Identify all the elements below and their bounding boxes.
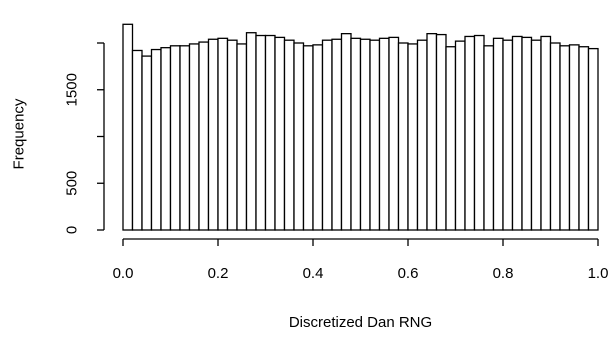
histogram-bar bbox=[426, 33, 438, 231]
histogram-bar bbox=[445, 46, 457, 231]
histogram-bar bbox=[502, 39, 514, 231]
y-tick-label: 500 bbox=[64, 171, 81, 196]
x-axis-label: Discretized Dan RNG bbox=[289, 314, 432, 331]
histogram-bar bbox=[521, 36, 533, 231]
histogram-bar bbox=[511, 35, 523, 231]
histogram-bar bbox=[141, 55, 153, 231]
histogram-bar bbox=[397, 42, 409, 231]
histogram-bar bbox=[150, 48, 162, 231]
y-axis: 0 500 1500 bbox=[64, 42, 105, 234]
histogram-bar bbox=[435, 33, 447, 231]
histogram-bar bbox=[359, 38, 371, 231]
histogram-bar bbox=[293, 42, 305, 231]
histogram-bar bbox=[454, 40, 466, 231]
histogram-bar bbox=[578, 46, 590, 231]
histogram-bar bbox=[255, 34, 267, 231]
x-tick-label: 0.0 bbox=[113, 265, 134, 282]
histogram-bar bbox=[540, 35, 552, 231]
histogram-bar bbox=[559, 45, 571, 231]
histogram-bar bbox=[179, 45, 191, 231]
histogram-bar bbox=[217, 37, 229, 231]
histogram-bar bbox=[198, 41, 210, 231]
histogram-bar bbox=[245, 32, 257, 231]
histogram-bar bbox=[264, 34, 276, 231]
histogram-bar bbox=[369, 39, 381, 231]
histogram-bar bbox=[568, 44, 580, 231]
histogram-bar bbox=[283, 39, 295, 231]
x-tick-label: 0.4 bbox=[303, 265, 324, 282]
histogram-bar bbox=[378, 37, 390, 231]
histogram-bar bbox=[549, 42, 561, 231]
histogram-bar bbox=[350, 37, 362, 231]
y-tick-label: 0 bbox=[64, 226, 81, 234]
x-tick-label: 0.2 bbox=[208, 265, 229, 282]
x-axis: 0.0 0.2 0.4 0.6 0.8 1.0 bbox=[113, 238, 609, 282]
histogram-bar bbox=[302, 45, 314, 231]
histogram-bar bbox=[188, 43, 200, 231]
histogram-bar bbox=[340, 33, 352, 231]
histogram-bar bbox=[530, 39, 542, 231]
histogram-bar bbox=[131, 49, 143, 231]
histogram-bar bbox=[226, 39, 238, 231]
histogram-bar bbox=[407, 43, 419, 231]
histogram-bar bbox=[388, 36, 400, 231]
histogram-bar bbox=[122, 23, 134, 231]
histogram-bar bbox=[321, 39, 333, 231]
histogram-bar bbox=[483, 45, 495, 231]
histogram-bar bbox=[160, 47, 172, 231]
histogram-bar bbox=[236, 43, 248, 231]
histogram-bar bbox=[492, 37, 504, 231]
x-tick-label: 0.6 bbox=[398, 265, 419, 282]
y-axis-label: Frequency bbox=[11, 98, 28, 169]
histogram-bar bbox=[312, 44, 324, 231]
y-tick-label: 1500 bbox=[64, 73, 81, 106]
x-tick-label: 1.0 bbox=[588, 265, 609, 282]
histogram-bar bbox=[207, 38, 219, 231]
histogram-bar bbox=[587, 47, 599, 231]
histogram-bar bbox=[473, 34, 485, 231]
histogram-bar bbox=[169, 45, 181, 231]
histogram-bar bbox=[274, 36, 286, 231]
histogram-bar bbox=[464, 35, 476, 231]
histogram-bar bbox=[416, 39, 428, 231]
bars-layer bbox=[122, 23, 599, 231]
x-tick-label: 0.8 bbox=[493, 265, 514, 282]
histogram-bar bbox=[331, 38, 343, 231]
